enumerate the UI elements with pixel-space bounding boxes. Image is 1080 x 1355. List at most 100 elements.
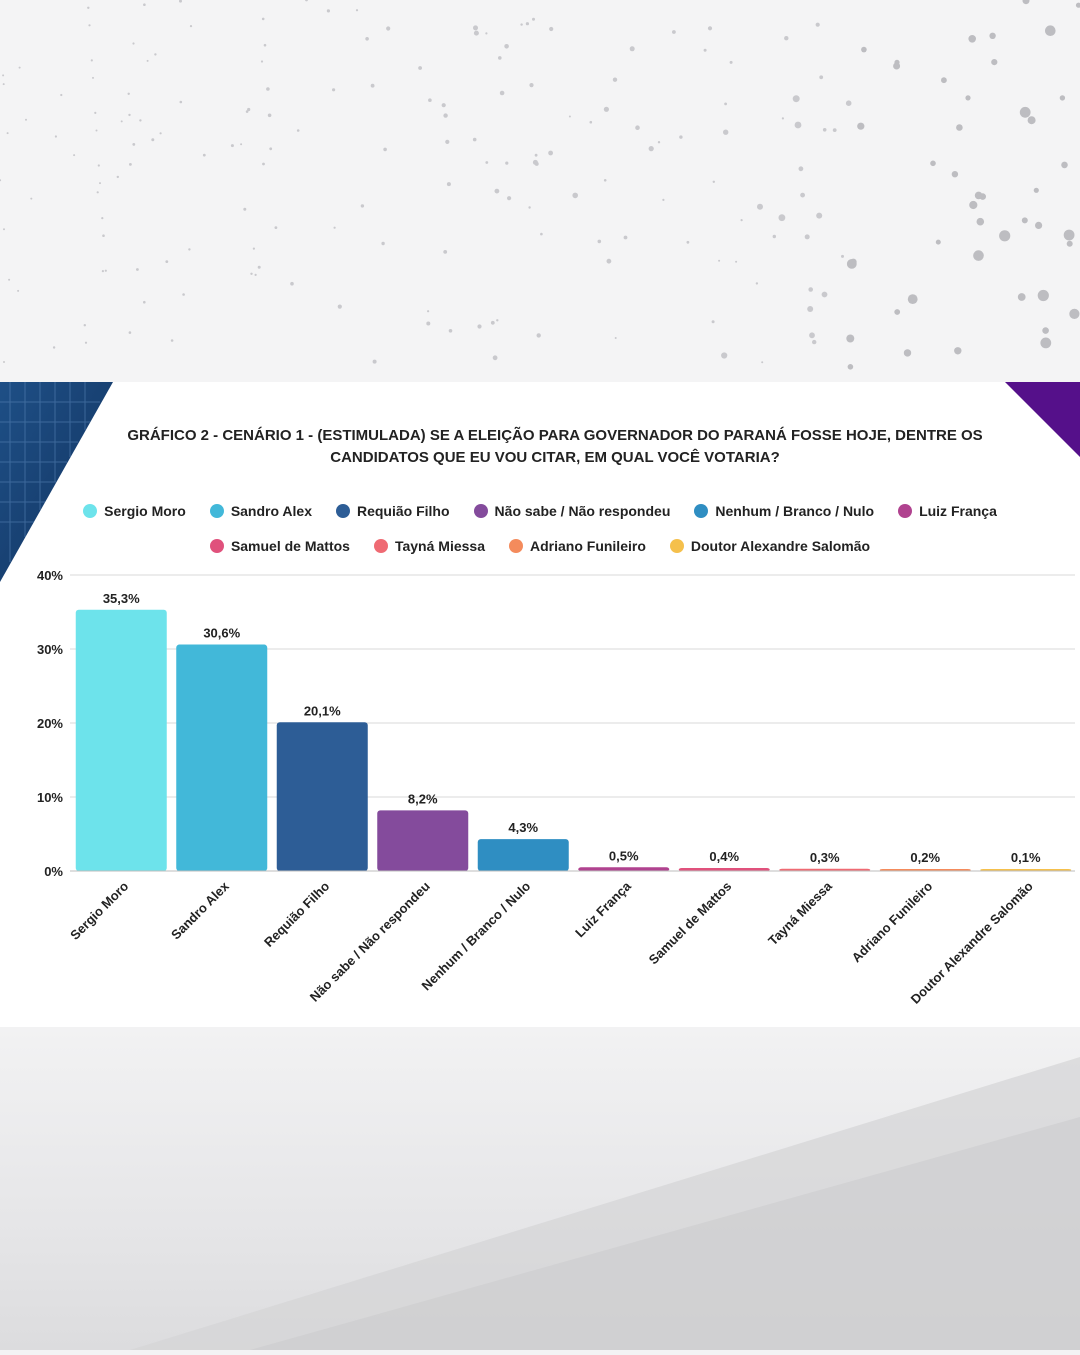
bar-chart: 0% 10% 20% 30% 40% 35,3% Sergio Moro 30,6% Sandr… [37, 568, 1075, 1007]
decor-dot [165, 260, 169, 263]
legend-label: Nenhum / Branco / Nulo [715, 503, 875, 519]
decor-dot [333, 226, 336, 229]
decor-dot [332, 88, 336, 92]
decor-dot [723, 129, 729, 135]
data-label: 4,3% [508, 820, 538, 835]
x-tick-label: Adriano Funileiro [849, 878, 936, 965]
decor-dot [1045, 25, 1056, 36]
decor-dot [589, 120, 593, 124]
decor-dot [822, 128, 827, 132]
decor-dot [821, 291, 828, 298]
decor-dot [629, 46, 635, 52]
legend-label: Samuel de Mattos [230, 538, 350, 554]
decor-dot [755, 282, 759, 285]
decorative-dot-pattern [0, 0, 1080, 370]
chart-title: GRÁFICO 2 - CENÁRIO 1 - (ESTIMULADA) SE … [127, 427, 983, 466]
x-tick-label: Luiz França [572, 878, 634, 940]
decor-dot [999, 230, 1011, 242]
decor-dot [1075, 2, 1080, 8]
bar [578, 867, 670, 871]
decor-dot [792, 95, 800, 103]
decor-dot [941, 77, 947, 84]
decor-dot [1069, 308, 1080, 319]
decor-dot [965, 95, 971, 101]
decor-dot [127, 92, 130, 96]
decor-dot [266, 87, 270, 91]
decor-dot [443, 250, 448, 254]
decor-dot [603, 106, 610, 112]
decor-dot [534, 161, 539, 166]
decor-dot [505, 161, 509, 165]
decor-dot [809, 332, 815, 339]
legend-row-2: Samuel de Mattos Tayná Miessa Adriano Fu… [0, 538, 1080, 554]
decor-dot [1035, 221, 1043, 229]
decor-dot [494, 188, 500, 194]
decor-dot [96, 191, 99, 194]
decor-dot [2, 74, 5, 77]
decor-dot [490, 320, 495, 325]
decor-dot [129, 163, 132, 166]
building-photo-corner [0, 382, 113, 582]
decor-dot [798, 166, 804, 172]
decor-dot [812, 339, 817, 345]
decor-dot [1021, 217, 1028, 224]
decor-dot [903, 349, 912, 357]
decor-dot [662, 198, 665, 201]
legend-dot [473, 504, 488, 518]
decor-dot [536, 333, 541, 338]
decor-dot [179, 100, 183, 104]
legend-item-requiao-filho: Requião Filho [335, 503, 450, 519]
legend-item-nao-sabe: Não sabe / Não respondeu [473, 503, 670, 519]
bar [276, 722, 368, 871]
background-dots-area [0, 0, 1080, 382]
decor-dot [603, 179, 607, 182]
decor-dot [383, 147, 387, 152]
decor-dot [954, 347, 962, 355]
decor-dot [735, 260, 738, 263]
x-tick-label: Tayná Miessa [765, 878, 835, 948]
decor-dot [485, 32, 488, 35]
x-tick-label: Nenhum / Branco / Nulo [419, 878, 534, 993]
decor-dot [532, 17, 535, 21]
y-tick-label: 20% [37, 716, 63, 731]
decor-dot [893, 62, 901, 70]
decor-dot [128, 331, 132, 334]
x-tick-label: Sergio Moro [67, 878, 131, 942]
decor-dot [657, 141, 661, 144]
decor-dot [97, 164, 100, 167]
decor-dot [1042, 327, 1049, 334]
decor-dot [104, 269, 107, 272]
decor-dot [30, 197, 33, 200]
decor-dot [136, 268, 139, 271]
decor-dot [381, 241, 385, 246]
decor-dot [991, 59, 998, 66]
decor-dot [188, 248, 191, 251]
decor-dot [25, 118, 27, 121]
bar [176, 644, 268, 871]
decor-dot [257, 265, 261, 269]
decor-dot [243, 207, 247, 211]
decor-dot [443, 113, 448, 118]
decor-dot [274, 226, 278, 230]
decor-dot [441, 103, 446, 108]
decor-dot [267, 113, 272, 118]
data-label: 8,2% [408, 791, 438, 806]
decor-dot [101, 217, 104, 220]
decor-dot [252, 247, 255, 250]
decor-dot [740, 219, 743, 222]
decor-dot [504, 44, 509, 49]
decor-dot [761, 361, 764, 364]
decor-dot [857, 122, 865, 130]
decor-dot [151, 138, 155, 142]
decor-dot [365, 37, 369, 41]
legend-dot [669, 539, 684, 553]
decor-dot [245, 110, 249, 113]
decor-dot [102, 234, 105, 237]
decor-dot [968, 35, 976, 43]
decor-dot [1037, 289, 1049, 302]
decor-dot [473, 30, 479, 36]
legend-dot [83, 504, 98, 518]
decor-dot [540, 232, 543, 236]
legend-label: Luiz França [919, 503, 997, 519]
decor-dot [2, 83, 5, 86]
